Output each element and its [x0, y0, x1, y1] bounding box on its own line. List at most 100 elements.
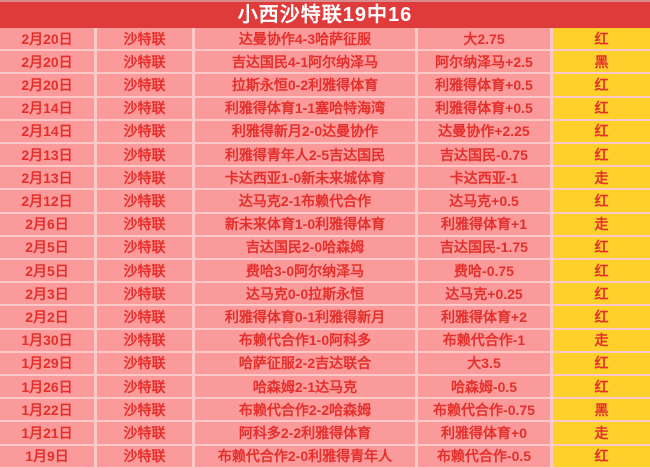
- table-row: 2月13日 沙特联 利雅得青年人2-5吉达国民 吉达国民-0.75 红: [0, 144, 650, 168]
- date-cell: 2月20日: [0, 74, 97, 96]
- league-cell: 沙特联: [97, 51, 195, 73]
- title-bar: 小西沙特联19中16: [0, 0, 650, 28]
- date-cell: 1月26日: [0, 376, 97, 398]
- results-table: 2月20日 沙特联 达曼协作4-3哈萨征服 大2.75 红 2月20日 沙特联 吉达国民4-1…: [0, 28, 650, 468]
- match-cell: 哈森姆2-1达马克: [195, 376, 418, 398]
- handicap-cell: 利雅得体育+0: [418, 422, 553, 444]
- result-cell: 黑: [553, 51, 650, 73]
- handicap-cell: 利雅得体育+0.5: [418, 97, 553, 119]
- result-cell: 红: [553, 190, 650, 212]
- handicap-cell: 阿尔纳泽马+2.5: [418, 51, 553, 73]
- handicap-cell: 卡达西亚-1: [418, 167, 553, 189]
- date-cell: 2月20日: [0, 28, 97, 50]
- table-row: 2月14日 沙特联 利雅得体育1-1塞哈特海湾 利雅得体育+0.5 红: [0, 97, 650, 121]
- match-cell: 布赖代合作2-2哈森姆: [195, 399, 418, 421]
- match-cell: 吉达国民2-0哈森姆: [195, 236, 418, 259]
- table-row: 2月20日 沙特联 达曼协作4-3哈萨征服 大2.75 红: [0, 28, 650, 52]
- result-cell: 走: [553, 167, 650, 189]
- handicap-cell: 布赖代合作-0.5: [418, 445, 553, 467]
- result-cell: 红: [553, 144, 650, 166]
- result-cell: 红: [553, 120, 650, 143]
- handicap-cell: 利雅得体育+2: [418, 306, 553, 328]
- page-title: 小西沙特联19中16: [237, 4, 413, 26]
- match-cell: 哈萨征服2-2吉达联合: [195, 352, 418, 375]
- match-cell: 费哈3-0阿尔纳泽马: [195, 260, 418, 282]
- league-cell: 沙特联: [97, 213, 195, 235]
- result-cell: 红: [553, 74, 650, 96]
- handicap-cell: 布赖代合作-1: [418, 329, 553, 351]
- result-cell: 红: [553, 260, 650, 282]
- result-cell: 红: [553, 445, 650, 467]
- handicap-cell: 吉达国民-1.75: [418, 236, 553, 259]
- table-row: 2月6日 沙特联 新未来体育1-0利雅得体育 利雅得体育+1 走: [0, 213, 650, 237]
- date-cell: 2月14日: [0, 120, 97, 143]
- handicap-cell: 大2.75: [418, 28, 553, 50]
- date-cell: 2月20日: [0, 51, 97, 73]
- result-cell: 红: [553, 306, 650, 328]
- match-cell: 拉斯永恒0-2利雅得体育: [195, 74, 418, 96]
- table-row: 2月13日 沙特联 卡达西亚1-0新未来城体育 卡达西亚-1 走: [0, 167, 650, 191]
- table-row: 2月3日 沙特联 达马克0-0拉斯永恒 达马克+0.25 红: [0, 283, 650, 307]
- league-cell: 沙特联: [97, 306, 195, 328]
- result-cell: 红: [553, 28, 650, 50]
- league-cell: 沙特联: [97, 190, 195, 212]
- match-cell: 达马克0-0拉斯永恒: [195, 283, 418, 305]
- match-cell: 卡达西亚1-0新未来城体育: [195, 167, 418, 189]
- date-cell: 2月13日: [0, 167, 97, 189]
- result-cell: 走: [553, 329, 650, 351]
- league-cell: 沙特联: [97, 74, 195, 96]
- result-cell: 红: [553, 283, 650, 305]
- handicap-cell: 费哈-0.75: [418, 260, 553, 282]
- league-cell: 沙特联: [97, 329, 195, 351]
- date-cell: 2月6日: [0, 213, 97, 235]
- league-cell: 沙特联: [97, 445, 195, 467]
- table-row: 2月14日 沙特联 利雅得新月2-0达曼协作 达曼协作+2.25 红: [0, 120, 650, 145]
- match-cell: 利雅得新月2-0达曼协作: [195, 120, 418, 143]
- date-cell: 2月14日: [0, 97, 97, 119]
- match-cell: 新未来体育1-0利雅得体育: [195, 213, 418, 235]
- table-row: 1月29日 沙特联 哈萨征服2-2吉达联合 大3.5 红: [0, 352, 650, 377]
- match-cell: 利雅得体育1-1塞哈特海湾: [195, 97, 418, 119]
- table-row: 2月20日 沙特联 吉达国民4-1阿尔纳泽马 阿尔纳泽马+2.5 黑: [0, 51, 650, 75]
- league-cell: 沙特联: [97, 97, 195, 119]
- match-cell: 阿科多2-2利雅得体育: [195, 422, 418, 444]
- handicap-cell: 达曼协作+2.25: [418, 120, 553, 143]
- table-row: 2月12日 沙特联 达马克2-1布赖代合作 达马克+0.5 红: [0, 190, 650, 214]
- table-row: 2月5日 沙特联 吉达国民2-0哈森姆 吉达国民-1.75 红: [0, 236, 650, 261]
- league-cell: 沙特联: [97, 422, 195, 444]
- match-cell: 利雅得体育0-1利雅得新月: [195, 306, 418, 328]
- league-cell: 沙特联: [97, 260, 195, 282]
- table-row: 1月21日 沙特联 阿科多2-2利雅得体育 利雅得体育+0 走: [0, 422, 650, 446]
- league-cell: 沙特联: [97, 144, 195, 166]
- league-cell: 沙特联: [97, 399, 195, 421]
- handicap-cell: 吉达国民-0.75: [418, 144, 553, 166]
- date-cell: 1月29日: [0, 352, 97, 375]
- handicap-cell: 哈森姆-0.5: [418, 376, 553, 398]
- result-cell: 红: [553, 97, 650, 119]
- match-cell: 布赖代合作1-0阿科多: [195, 329, 418, 351]
- table-row: 2月5日 沙特联 费哈3-0阿尔纳泽马 费哈-0.75 红: [0, 260, 650, 284]
- result-cell: 红: [553, 376, 650, 398]
- date-cell: 2月5日: [0, 236, 97, 259]
- league-cell: 沙特联: [97, 283, 195, 305]
- table-row: 1月26日 沙特联 哈森姆2-1达马克 哈森姆-0.5 红: [0, 376, 650, 400]
- table-row: 1月30日 沙特联 布赖代合作1-0阿科多 布赖代合作-1 走: [0, 329, 650, 353]
- match-cell: 吉达国民4-1阿尔纳泽马: [195, 51, 418, 73]
- table-row: 1月9日 沙特联 布赖代合作2-0利雅得青年人 布赖代合作-0.5 红: [0, 445, 650, 468]
- match-cell: 布赖代合作2-0利雅得青年人: [195, 445, 418, 467]
- result-cell: 红: [553, 236, 650, 259]
- table-row: 2月2日 沙特联 利雅得体育0-1利雅得新月 利雅得体育+2 红: [0, 306, 650, 330]
- date-cell: 2月13日: [0, 144, 97, 166]
- date-cell: 1月30日: [0, 329, 97, 351]
- date-cell: 1月9日: [0, 445, 97, 467]
- handicap-cell: 利雅得体育+1: [418, 213, 553, 235]
- result-cell: 红: [553, 352, 650, 375]
- date-cell: 1月21日: [0, 422, 97, 444]
- handicap-cell: 利雅得体育+0.5: [418, 74, 553, 96]
- league-cell: 沙特联: [97, 28, 195, 50]
- table-row: 2月20日 沙特联 拉斯永恒0-2利雅得体育 利雅得体育+0.5 红: [0, 74, 650, 98]
- league-cell: 沙特联: [97, 236, 195, 259]
- table-row: 1月22日 沙特联 布赖代合作2-2哈森姆 布赖代合作-0.75 黑: [0, 399, 650, 423]
- league-cell: 沙特联: [97, 120, 195, 143]
